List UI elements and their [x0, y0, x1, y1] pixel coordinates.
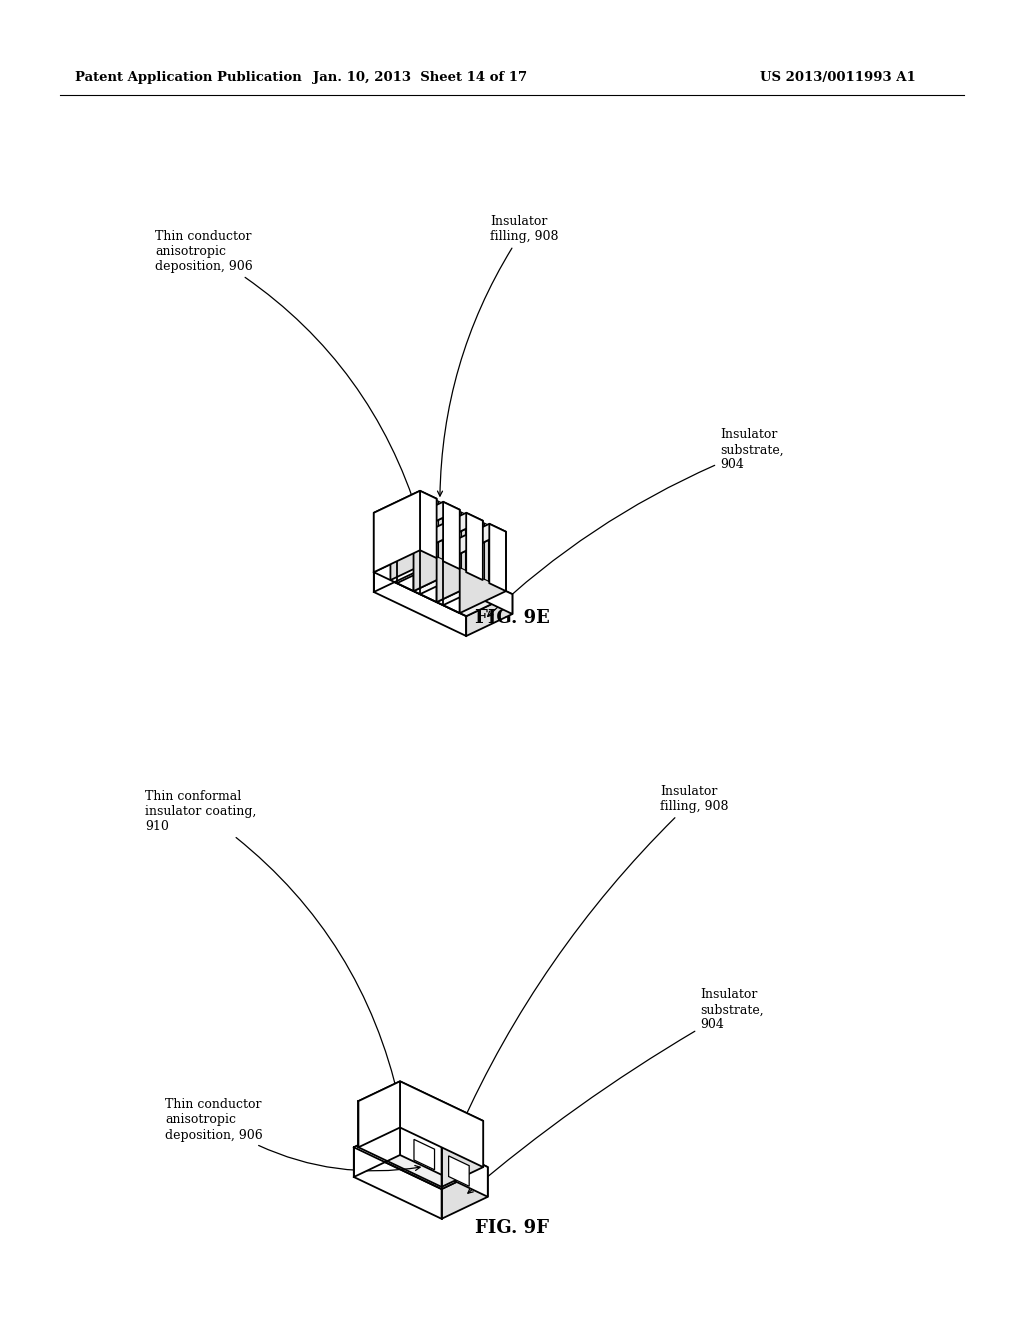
Polygon shape: [420, 550, 512, 614]
Polygon shape: [489, 524, 506, 591]
Polygon shape: [374, 491, 436, 520]
Polygon shape: [374, 491, 420, 572]
Text: FIG. 9F: FIG. 9F: [475, 1218, 549, 1237]
Polygon shape: [390, 499, 436, 579]
Polygon shape: [441, 1121, 483, 1187]
Polygon shape: [354, 1125, 487, 1189]
Polygon shape: [420, 535, 436, 602]
Polygon shape: [358, 1081, 483, 1140]
Polygon shape: [420, 491, 436, 558]
Polygon shape: [374, 550, 512, 616]
Polygon shape: [441, 1167, 487, 1218]
Polygon shape: [397, 502, 460, 532]
Polygon shape: [354, 1125, 400, 1177]
Polygon shape: [436, 520, 483, 602]
Polygon shape: [460, 532, 506, 612]
Polygon shape: [400, 1125, 487, 1197]
Polygon shape: [414, 1139, 434, 1170]
Polygon shape: [374, 512, 390, 579]
Text: US 2013/0011993 A1: US 2013/0011993 A1: [760, 71, 915, 84]
Polygon shape: [443, 545, 460, 612]
Text: Jan. 10, 2013  Sheet 14 of 17: Jan. 10, 2013 Sheet 14 of 17: [313, 71, 527, 84]
Polygon shape: [397, 524, 414, 591]
Polygon shape: [449, 1156, 469, 1187]
Text: Insulator
filling, 908: Insulator filling, 908: [437, 215, 558, 496]
Text: Insulator
filling, 908: Insulator filling, 908: [460, 785, 728, 1129]
Polygon shape: [466, 512, 483, 579]
Polygon shape: [414, 569, 466, 594]
Polygon shape: [400, 1081, 483, 1167]
Text: Patent Application Publication: Patent Application Publication: [75, 71, 302, 84]
Polygon shape: [443, 502, 460, 569]
Polygon shape: [374, 550, 420, 591]
Polygon shape: [414, 510, 460, 591]
Polygon shape: [420, 512, 483, 543]
Polygon shape: [390, 558, 443, 583]
Text: Thin conformal
insulator coating,
910: Thin conformal insulator coating, 910: [145, 789, 400, 1101]
Text: Thin conductor
anisotropic
deposition, 906: Thin conductor anisotropic deposition, 9…: [155, 230, 420, 516]
Polygon shape: [443, 524, 506, 553]
Polygon shape: [436, 579, 489, 605]
Polygon shape: [466, 594, 512, 636]
Text: Insulator
substrate,
904: Insulator substrate, 904: [487, 429, 783, 616]
Text: FIG. 9E: FIG. 9E: [475, 609, 549, 627]
Polygon shape: [358, 1081, 400, 1147]
Text: Thin conductor
anisotropic
deposition, 906: Thin conductor anisotropic deposition, 9…: [165, 1098, 420, 1171]
Text: Insulator
substrate,
904: Insulator substrate, 904: [468, 989, 764, 1193]
